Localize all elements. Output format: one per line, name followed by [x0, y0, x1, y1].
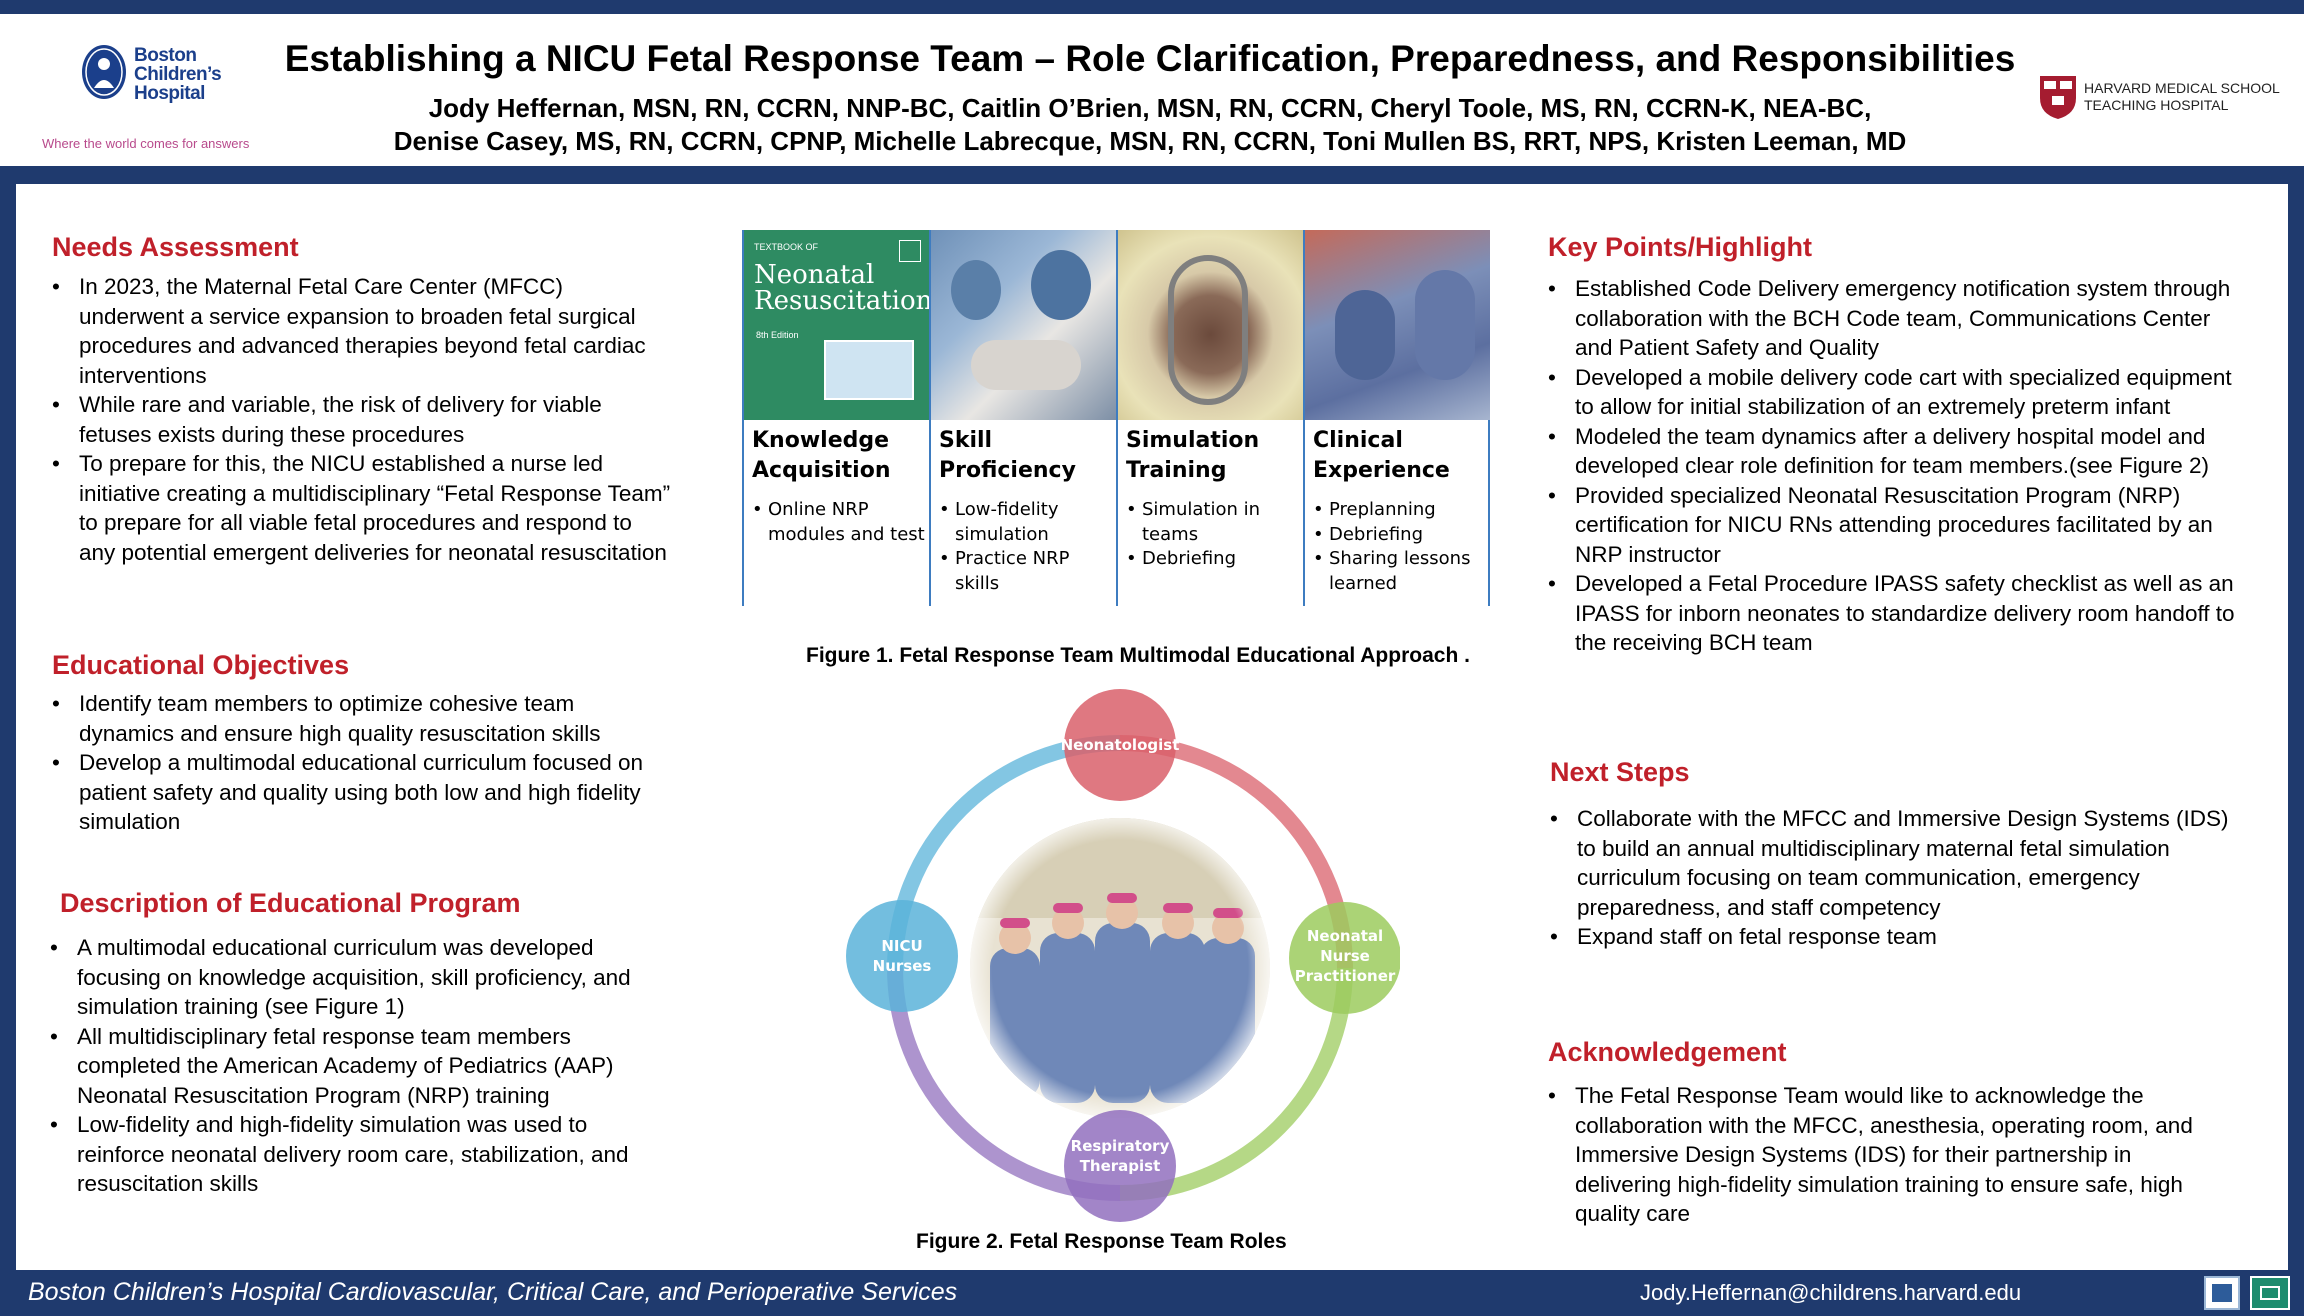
figure-1-caption: Figure 1. Fetal Response Team Multimodal…	[806, 644, 1470, 667]
list-item: Developed a Fetal Procedure IPASS safety…	[1548, 569, 2248, 658]
hms-logo-text: HARVARD MEDICAL SCHOOL TEACHING HOSPITAL	[2084, 80, 2280, 113]
role-node-nicu-nurses	[846, 900, 958, 1012]
team-roles-cycle-diagram	[846, 689, 1401, 1222]
role-label-neonatal-nurse-practitioner: Neonatal Nurse Practitioner	[1294, 927, 1396, 985]
clinical-team-photo	[1305, 230, 1490, 420]
acknowledgement-list: The Fetal Response Team would like to ac…	[1548, 1081, 2228, 1229]
role-node-nnp	[1289, 902, 1401, 1014]
bch-logo-text: Boston Children’s Hospital	[134, 45, 222, 104]
header-divider	[0, 166, 2304, 184]
poster-header: Boston Children’s Hospital Where the wor…	[0, 14, 2304, 166]
column-title: Clinical Experience	[1313, 428, 1450, 483]
figure-1-educational-approach: TEXTBOOK OF Neonatal Resuscitation 8th E…	[742, 230, 1490, 606]
key-points-heading: Key Points/Highlight	[1548, 232, 1813, 262]
list-item: Provided specialized Neonatal Resuscitat…	[1548, 481, 2248, 570]
column-title: Skill Proficiency	[939, 428, 1076, 483]
team-photo	[970, 818, 1270, 1118]
contact-email[interactable]: Jody.Heffernan@childrens.harvard.edu	[1640, 1280, 2022, 1305]
hms-logo: HARVARD MEDICAL SCHOOL TEACHING HOSPITAL	[2034, 74, 2294, 124]
next-steps-heading: Next Steps	[1550, 757, 1690, 787]
simulation-manikin-photo	[1118, 230, 1303, 420]
list-item: Develop a multimodal educational curricu…	[52, 748, 672, 837]
left-border	[0, 184, 16, 1270]
footer-logos	[2204, 1274, 2294, 1312]
figure-2-caption: Figure 2. Fetal Response Team Roles	[916, 1230, 1287, 1253]
role-label-respiratory-therapist: Respiratory Therapist	[1070, 1137, 1170, 1175]
column-list: Online NRP modules and test	[752, 498, 928, 547]
right-border	[2288, 184, 2304, 1270]
role-node-neonatologist	[1064, 689, 1176, 801]
top-border	[0, 0, 2304, 14]
nrp-textbook-image: TEXTBOOK OF Neonatal Resuscitation 8th E…	[744, 230, 929, 420]
key-points-list: Established Code Delivery emergency noti…	[1548, 274, 2248, 658]
bch-tagline: Where the world comes for answers	[42, 136, 250, 151]
figure-2-team-roles: Neonatologist NICU Nurses Neonatal Nurse Pr…	[840, 688, 1401, 1228]
educational-objectives-list: Identify team members to optimize cohesi…	[52, 689, 672, 837]
bch-logo: Boston Children’s Hospital Where the wor…	[40, 40, 280, 160]
column-list: Simulation in teamsDebriefing	[1126, 498, 1302, 572]
authors-line-1: Jody Heffernan, MSN, RN, CCRN, NNP-BC, C…	[428, 93, 1872, 123]
column-knowledge-acquisition: TEXTBOOK OF Neonatal Resuscitation 8th E…	[742, 230, 929, 606]
column-list: PreplanningDebriefingSharing lessons lea…	[1313, 498, 1489, 596]
list-item: In 2023, the Maternal Fetal Care Center …	[52, 272, 672, 390]
list-item: Established Code Delivery emergency noti…	[1548, 274, 2248, 363]
educational-program-list: A multimodal educational curriculum was …	[50, 933, 670, 1199]
author-list: Jody Heffernan, MSN, RN, CCRN, NNP-BC, C…	[270, 92, 2030, 158]
role-label-nicu-nurses: NICU Nurses	[872, 937, 932, 975]
bch-seal-icon	[82, 45, 126, 99]
column-title: Knowledge Acquisition	[752, 428, 891, 483]
footer-department: Boston Children’s Hospital Cardiovascula…	[28, 1278, 958, 1306]
role-node-respiratory-therapist	[1064, 1110, 1176, 1222]
skills-practice-photo	[931, 230, 1116, 420]
list-item: Expand staff on fetal response team	[1550, 922, 2230, 952]
harvard-shield-icon	[2040, 76, 2076, 119]
list-item: Low-fidelity and high-fidelity simulatio…	[50, 1110, 670, 1199]
poster-title: Establishing a NICU Fetal Response Team …	[284, 38, 2016, 79]
list-item: While rare and variable, the risk of del…	[52, 390, 672, 449]
educational-program-heading: Description of Educational Program	[60, 888, 521, 918]
next-steps-list: Collaborate with the MFCC and Immersive …	[1550, 804, 2230, 952]
list-item: To prepare for this, the NICU establishe…	[52, 449, 672, 567]
list-item: Identify team members to optimize cohesi…	[52, 689, 672, 748]
acknowledgement-heading: Acknowledgement	[1548, 1037, 1787, 1067]
list-item: A multimodal educational curriculum was …	[50, 933, 670, 1022]
authors-line-2: Denise Casey, MS, RN, CCRN, CPNP, Michel…	[393, 126, 1907, 156]
list-item: Modeled the team dynamics after a delive…	[1548, 422, 2248, 481]
poster-footer: Boston Children’s Hospital Cardiovascula…	[0, 1270, 2304, 1316]
list-item: Collaborate with the MFCC and Immersive …	[1550, 804, 2230, 922]
column-title: Simulation Training	[1126, 428, 1260, 483]
educational-objectives-heading: Educational Objectives	[52, 650, 350, 680]
needs-assessment-list: In 2023, the Maternal Fetal Care Center …	[52, 272, 672, 567]
needs-assessment-heading: Needs Assessment	[52, 232, 299, 262]
partner-logo-icon	[2204, 1276, 2240, 1310]
role-label-neonatologist: Neonatologist	[1060, 736, 1180, 754]
column-list: Low-fidelity simulationPractice NRP skil…	[939, 498, 1115, 596]
list-item: The Fetal Response Team would like to ac…	[1548, 1081, 2228, 1229]
magnet-logo-icon	[2250, 1276, 2290, 1310]
list-item: All multidisciplinary fetal response tea…	[50, 1022, 670, 1111]
list-item: Developed a mobile delivery code cart wi…	[1548, 363, 2248, 422]
